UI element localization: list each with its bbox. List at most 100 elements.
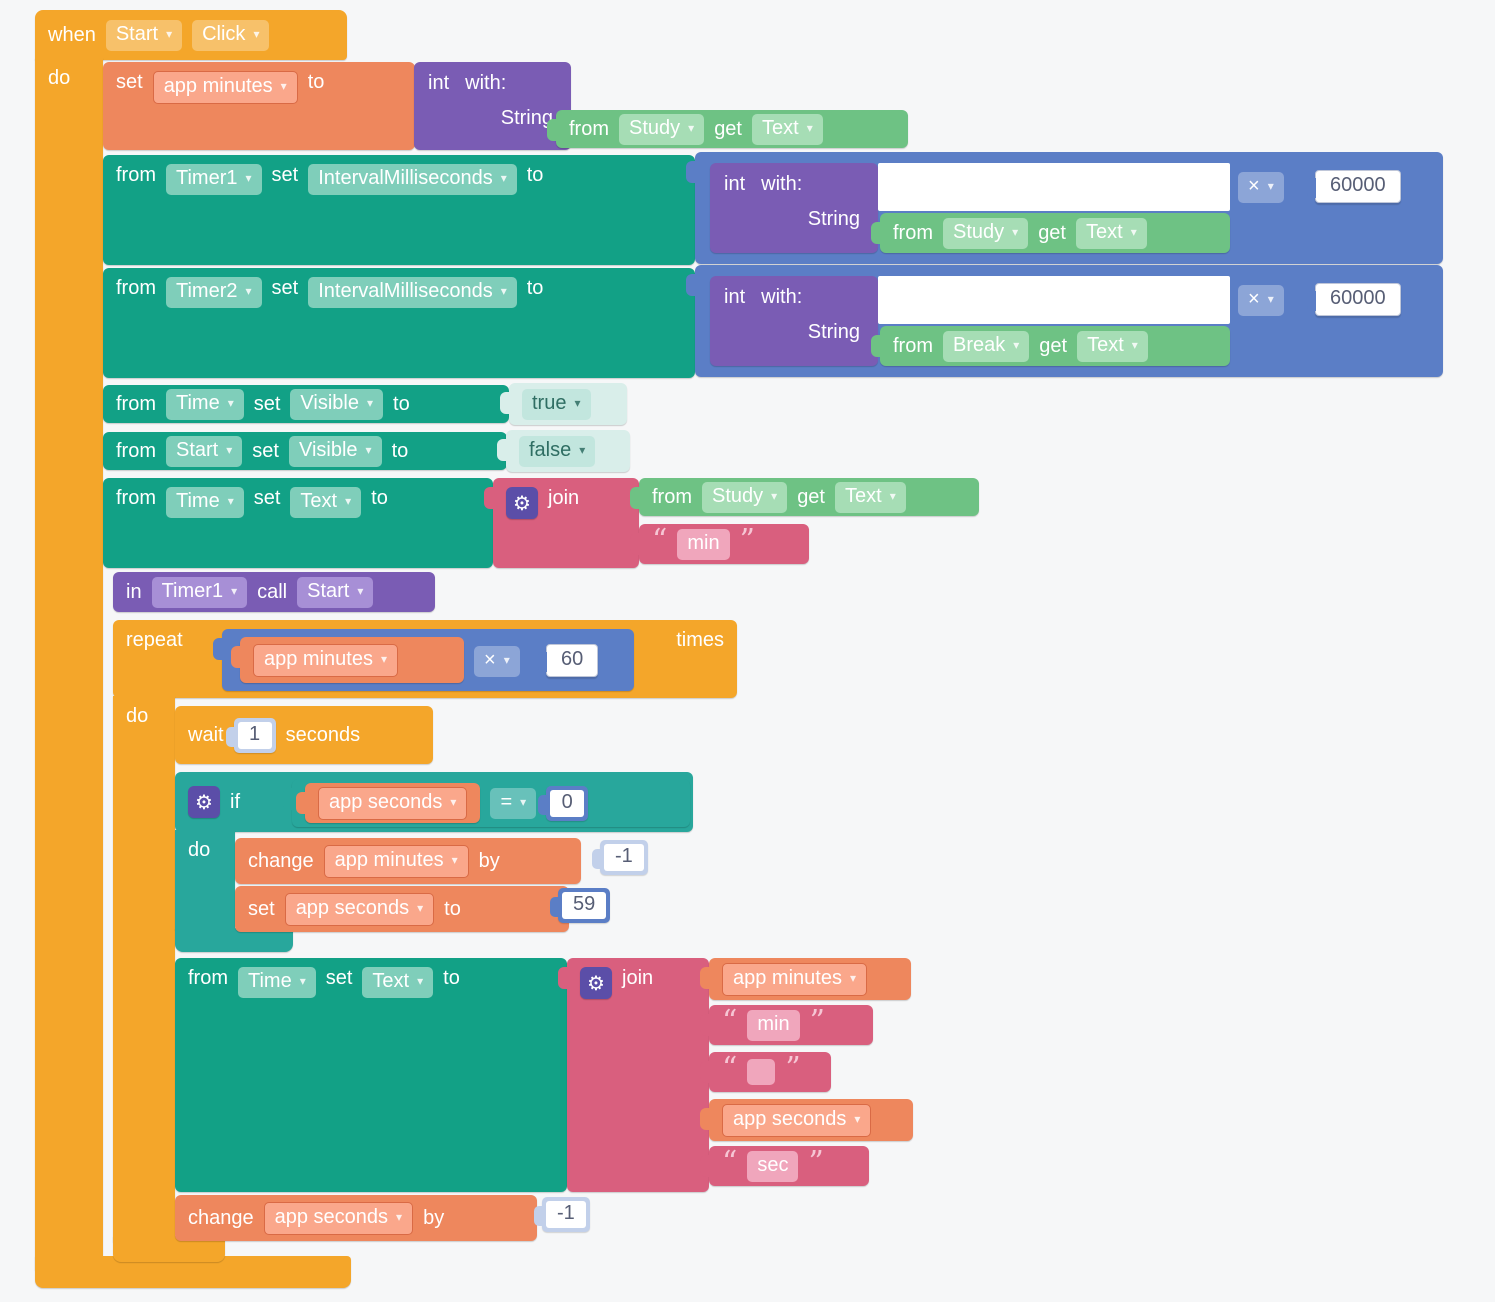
variable-dropdown-app-seconds[interactable]: app seconds ▾ — [722, 1103, 872, 1137]
from-break-get-text-block[interactable]: from Break ▾ get Text ▾ — [871, 326, 1230, 366]
boolean-false-block[interactable]: false ▾ — [497, 430, 630, 472]
number-input-59[interactable]: 59 — [549, 888, 611, 923]
dropdown-value: Time — [248, 970, 292, 992]
variable-get-app-minutes-block[interactable]: app minutes ▾ — [700, 958, 911, 1000]
int-from-string-block[interactable]: int with: String — [414, 62, 571, 150]
component-dropdown-study[interactable]: Study ▾ — [619, 113, 705, 145]
int-from-string-block[interactable]: int with: String — [710, 276, 878, 366]
variable-dropdown-app-seconds[interactable]: app seconds ▾ — [263, 1201, 414, 1235]
component-dropdown-time[interactable]: Time ▾ — [238, 967, 316, 998]
when-block-spine[interactable]: do — [35, 58, 103, 1270]
property-dropdown-text[interactable]: Text ▾ — [752, 113, 823, 145]
property-dropdown-interval[interactable]: IntervalMilliseconds ▾ — [308, 164, 517, 195]
text-input[interactable]: min — [677, 528, 730, 560]
variable-dropdown-app-minutes[interactable]: app minutes ▾ — [722, 962, 867, 996]
timer2-set-interval-block[interactable]: from Timer2 ▾ set IntervalMilliseconds ▾… — [103, 268, 695, 378]
variable-get-app-minutes-block[interactable]: app minutes ▾ — [231, 637, 464, 683]
dropdown-value: Text — [1086, 220, 1123, 243]
property-dropdown-interval[interactable]: IntervalMilliseconds ▾ — [308, 277, 517, 308]
boolean-true-block[interactable]: true ▾ — [500, 383, 627, 425]
from-label: from — [652, 485, 692, 508]
method-dropdown-start[interactable]: Start ▾ — [297, 576, 374, 608]
variable-dropdown-app-minutes[interactable]: app minutes ▾ — [152, 71, 298, 104]
timer1-call-start-block[interactable]: in Timer1 ▾ call Start ▾ — [113, 572, 435, 612]
variable-get-app-seconds-block[interactable]: app seconds ▾ — [295, 783, 481, 823]
int-from-string-block[interactable]: int with: String — [710, 163, 878, 253]
component-dropdown-timer1[interactable]: Timer1 ▾ — [166, 164, 262, 195]
text-string-min-block[interactable]: “ min ” — [700, 1005, 873, 1045]
join-block[interactable]: ⚙ join — [484, 478, 639, 568]
time-set-text-block[interactable]: from Time ▾ set Text ▾ to — [103, 478, 493, 568]
with-label: with: — [465, 72, 507, 94]
number-input-neg1[interactable]: -1 — [534, 1197, 590, 1232]
time-set-visible-block[interactable]: from Time ▾ set Visible ▾ to — [103, 385, 509, 423]
variable-dropdown-app-seconds[interactable]: app seconds ▾ — [318, 786, 468, 820]
operator-dropdown-multiply[interactable]: × ▾ — [474, 646, 520, 677]
variable-get-app-seconds-block[interactable]: app seconds ▾ — [700, 1099, 913, 1141]
from-study-get-text-block[interactable]: from Study ▾ get Text ▾ — [547, 110, 908, 148]
empty-input-field[interactable] — [878, 163, 1230, 211]
operator-dropdown-equals[interactable]: = ▾ — [490, 787, 537, 819]
property-dropdown-visible[interactable]: Visible ▾ — [290, 388, 384, 420]
set-app-minutes-block[interactable]: set app minutes ▾ to — [103, 62, 415, 150]
number-input-0[interactable]: 0 — [538, 785, 589, 821]
component-dropdown-timer1[interactable]: Timer1 ▾ — [151, 576, 248, 608]
change-app-seconds-block[interactable]: change app seconds ▾ by — [175, 1195, 537, 1241]
event-component-dropdown[interactable]: Start ▾ — [105, 19, 183, 51]
number-input-neg1[interactable]: -1 — [592, 840, 648, 875]
text-input[interactable] — [747, 1059, 776, 1085]
text-input[interactable]: sec — [747, 1150, 799, 1182]
component-dropdown-study[interactable]: Study ▾ — [943, 217, 1029, 249]
text-string-min-block[interactable]: “ min ” — [630, 524, 809, 564]
if-block-footer[interactable] — [175, 928, 293, 952]
mutator-gear-icon[interactable]: ⚙ — [580, 967, 612, 999]
property-dropdown-text[interactable]: Text ▾ — [835, 481, 906, 513]
component-dropdown-study[interactable]: Study ▾ — [702, 481, 788, 513]
text-string-space-block[interactable]: “ ” — [700, 1051, 831, 1092]
wait-seconds-block[interactable]: wait 1 seconds — [175, 706, 433, 764]
change-app-minutes-block[interactable]: change app minutes ▾ by — [235, 838, 581, 884]
number-input-1[interactable]: 1 — [225, 717, 276, 753]
close-quote-icon: ” — [785, 1051, 801, 1086]
if-block-spine[interactable]: do — [175, 830, 235, 930]
number-input-60000[interactable]: 60000 — [1307, 283, 1401, 316]
variable-dropdown-app-minutes[interactable]: app minutes ▾ — [323, 844, 469, 878]
from-study-get-text-block[interactable]: from Study ▾ get Text ▾ — [630, 478, 979, 516]
boolean-dropdown-false[interactable]: false ▾ — [519, 435, 596, 467]
component-dropdown-time[interactable]: Time ▾ — [166, 388, 244, 420]
set-app-seconds-block[interactable]: set app seconds ▾ to — [235, 886, 569, 932]
text-string-sec-block[interactable]: “ sec ” — [700, 1146, 869, 1186]
text-input[interactable]: min — [747, 1009, 800, 1041]
empty-input-field[interactable] — [878, 276, 1230, 324]
start-set-visible-block[interactable]: from Start ▾ set Visible ▾ to — [103, 432, 507, 470]
variable-dropdown-app-minutes[interactable]: app minutes ▾ — [253, 643, 398, 677]
property-dropdown-text[interactable]: Text ▾ — [290, 487, 362, 518]
variable-dropdown-app-seconds[interactable]: app seconds ▾ — [284, 892, 435, 926]
component-dropdown-timer2[interactable]: Timer2 ▾ — [166, 277, 262, 308]
number-input-60000[interactable]: 60000 — [1307, 170, 1401, 203]
property-dropdown-visible[interactable]: Visible ▾ — [288, 435, 382, 467]
event-name-dropdown[interactable]: Click ▾ — [192, 19, 270, 51]
component-dropdown-start[interactable]: Start ▾ — [166, 435, 243, 467]
equals-comparison-block[interactable]: app seconds ▾ = ▾ 0 — [283, 779, 690, 827]
chevron-down-icon: ▾ — [688, 120, 695, 135]
timer1-set-interval-block[interactable]: from Timer1 ▾ set IntervalMilliseconds ▾… — [103, 155, 695, 265]
property-dropdown-text[interactable]: Text ▾ — [1077, 330, 1148, 362]
chevron-down-icon: ▾ — [253, 26, 260, 41]
property-dropdown-text[interactable]: Text ▾ — [362, 967, 434, 998]
mutator-gear-icon[interactable]: ⚙ — [188, 786, 220, 818]
from-study-get-text-block[interactable]: from Study ▾ get Text ▾ — [871, 213, 1230, 253]
repeat-block-spine[interactable]: do — [113, 696, 175, 1242]
component-dropdown-time[interactable]: Time ▾ — [166, 487, 244, 518]
operator-dropdown-multiply[interactable]: × ▾ — [1238, 172, 1284, 203]
mutator-gear-icon[interactable]: ⚙ — [506, 487, 538, 519]
operator-dropdown-multiply[interactable]: × ▾ — [1238, 285, 1284, 316]
component-dropdown-break[interactable]: Break ▾ — [943, 330, 1030, 362]
property-dropdown-text[interactable]: Text ▾ — [1076, 217, 1147, 249]
time-set-text-block[interactable]: from Time ▾ set Text ▾ to — [175, 958, 567, 1192]
when-start-click-block[interactable]: when Start ▾ Click ▾ — [35, 10, 347, 60]
join-block[interactable]: ⚙ join — [558, 958, 709, 1192]
boolean-dropdown-true[interactable]: true ▾ — [522, 388, 591, 420]
number-input-60[interactable]: 60 — [537, 644, 599, 677]
